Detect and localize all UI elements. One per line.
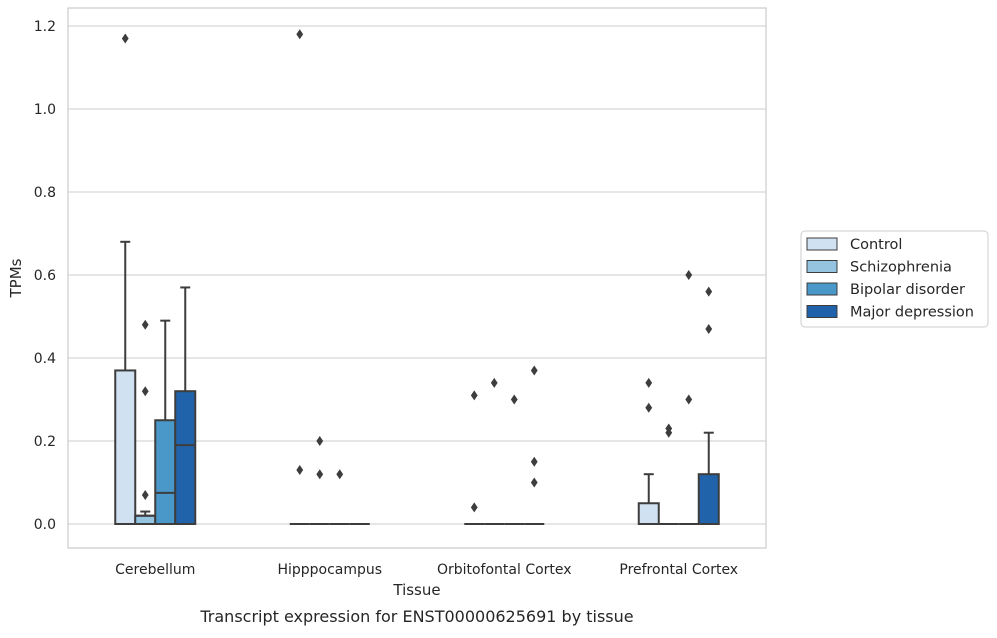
y-tick-label: 0.2 (34, 434, 56, 450)
outlier-point (530, 456, 538, 467)
box (174, 390, 197, 526)
outlier-point (530, 477, 538, 488)
legend-frame (800, 230, 989, 328)
y-axis: 0.0 0.2 0.4 0.6 0.8 1.0 1.2 (34, 19, 56, 533)
outlier-point (316, 469, 324, 480)
chart-caption: Transcript expression for ENST0000062569… (199, 607, 633, 626)
outlier-point (665, 423, 673, 434)
box-prefrontal-cortex-schizophrenia (658, 423, 679, 525)
box (114, 369, 137, 526)
x-axis: Cerebellum Hipppocampus Orbitofontal Corte… (115, 562, 738, 578)
legend-label: Schizophrenia (850, 260, 952, 276)
box-hipppocampus-control (289, 29, 310, 525)
legend-swatch (806, 237, 838, 251)
y-axis-label: TPMs (7, 258, 25, 298)
box-orbitofontal-cortex-control (464, 390, 485, 525)
plot-area (67, 7, 767, 549)
legend-swatch (806, 282, 838, 296)
legend-swatch (806, 305, 838, 318)
outlier-point (141, 319, 149, 330)
outlier-point (645, 377, 653, 388)
box-cerebellum-major-depression (174, 286, 197, 526)
legend-label: Bipolar disorder (850, 282, 965, 298)
outlier-point (530, 365, 538, 376)
outlier-point (705, 286, 713, 297)
outlier-point (705, 323, 713, 334)
outlier-point (141, 386, 149, 397)
y-tick-label: 0.0 (34, 517, 56, 533)
outlier-point (685, 394, 693, 405)
box (697, 473, 720, 526)
x-tick-label: Cerebellum (115, 562, 195, 578)
y-tick-label: 1.0 (34, 102, 56, 118)
outlier-point (296, 29, 304, 40)
y-tick-label: 1.2 (34, 19, 56, 35)
legend: Control Schizophrenia Bipolar disorder Majo… (800, 230, 989, 328)
box (154, 419, 177, 525)
box-cerebellum-bipolar-disorder (154, 319, 177, 525)
box-prefrontal-cortex-major-depression (697, 286, 720, 526)
legend-label: Major depression (850, 305, 974, 321)
x-tick-label: Hipppocampus (277, 562, 382, 578)
box (637, 502, 660, 525)
outlier-point (470, 390, 478, 401)
outlier-point (141, 489, 149, 500)
x-axis-label: Tissue (392, 581, 440, 599)
x-tick-label: Prefrontal Cortex (619, 562, 738, 578)
box-cerebellum-control (114, 33, 137, 526)
outlier-point (296, 465, 304, 476)
box-cerebellum-schizophrenia (134, 319, 157, 526)
boxes (114, 29, 720, 526)
box-orbitofontal-cortex-bipolar-disorder (504, 394, 525, 525)
outlier-point (470, 502, 478, 513)
outlier-point (121, 33, 129, 44)
outlier-point (316, 436, 324, 446)
box (134, 514, 157, 526)
outlier-point (685, 270, 693, 280)
y-tick-label: 0.4 (34, 351, 56, 367)
box-prefrontal-cortex-bipolar-disorder (678, 270, 699, 525)
outlier-point (336, 469, 344, 480)
box-orbitofontal-cortex-schizophrenia (484, 377, 505, 525)
outlier-point (645, 402, 653, 413)
outlier-point (510, 394, 518, 405)
y-tick-label: 0.6 (34, 268, 56, 284)
box-orbitofontal-cortex-major-depression (524, 365, 545, 525)
x-tick-label: Orbitofontal Cortex (437, 562, 572, 578)
box-hipppocampus-schizophrenia (309, 436, 330, 525)
outlier-point (490, 377, 498, 388)
legend-swatch (806, 260, 838, 273)
y-tick-label: 0.8 (34, 185, 56, 201)
legend-label: Control (850, 237, 902, 253)
box-hipppocampus-bipolar-disorder (329, 469, 350, 525)
box-prefrontal-cortex-control (637, 377, 660, 525)
